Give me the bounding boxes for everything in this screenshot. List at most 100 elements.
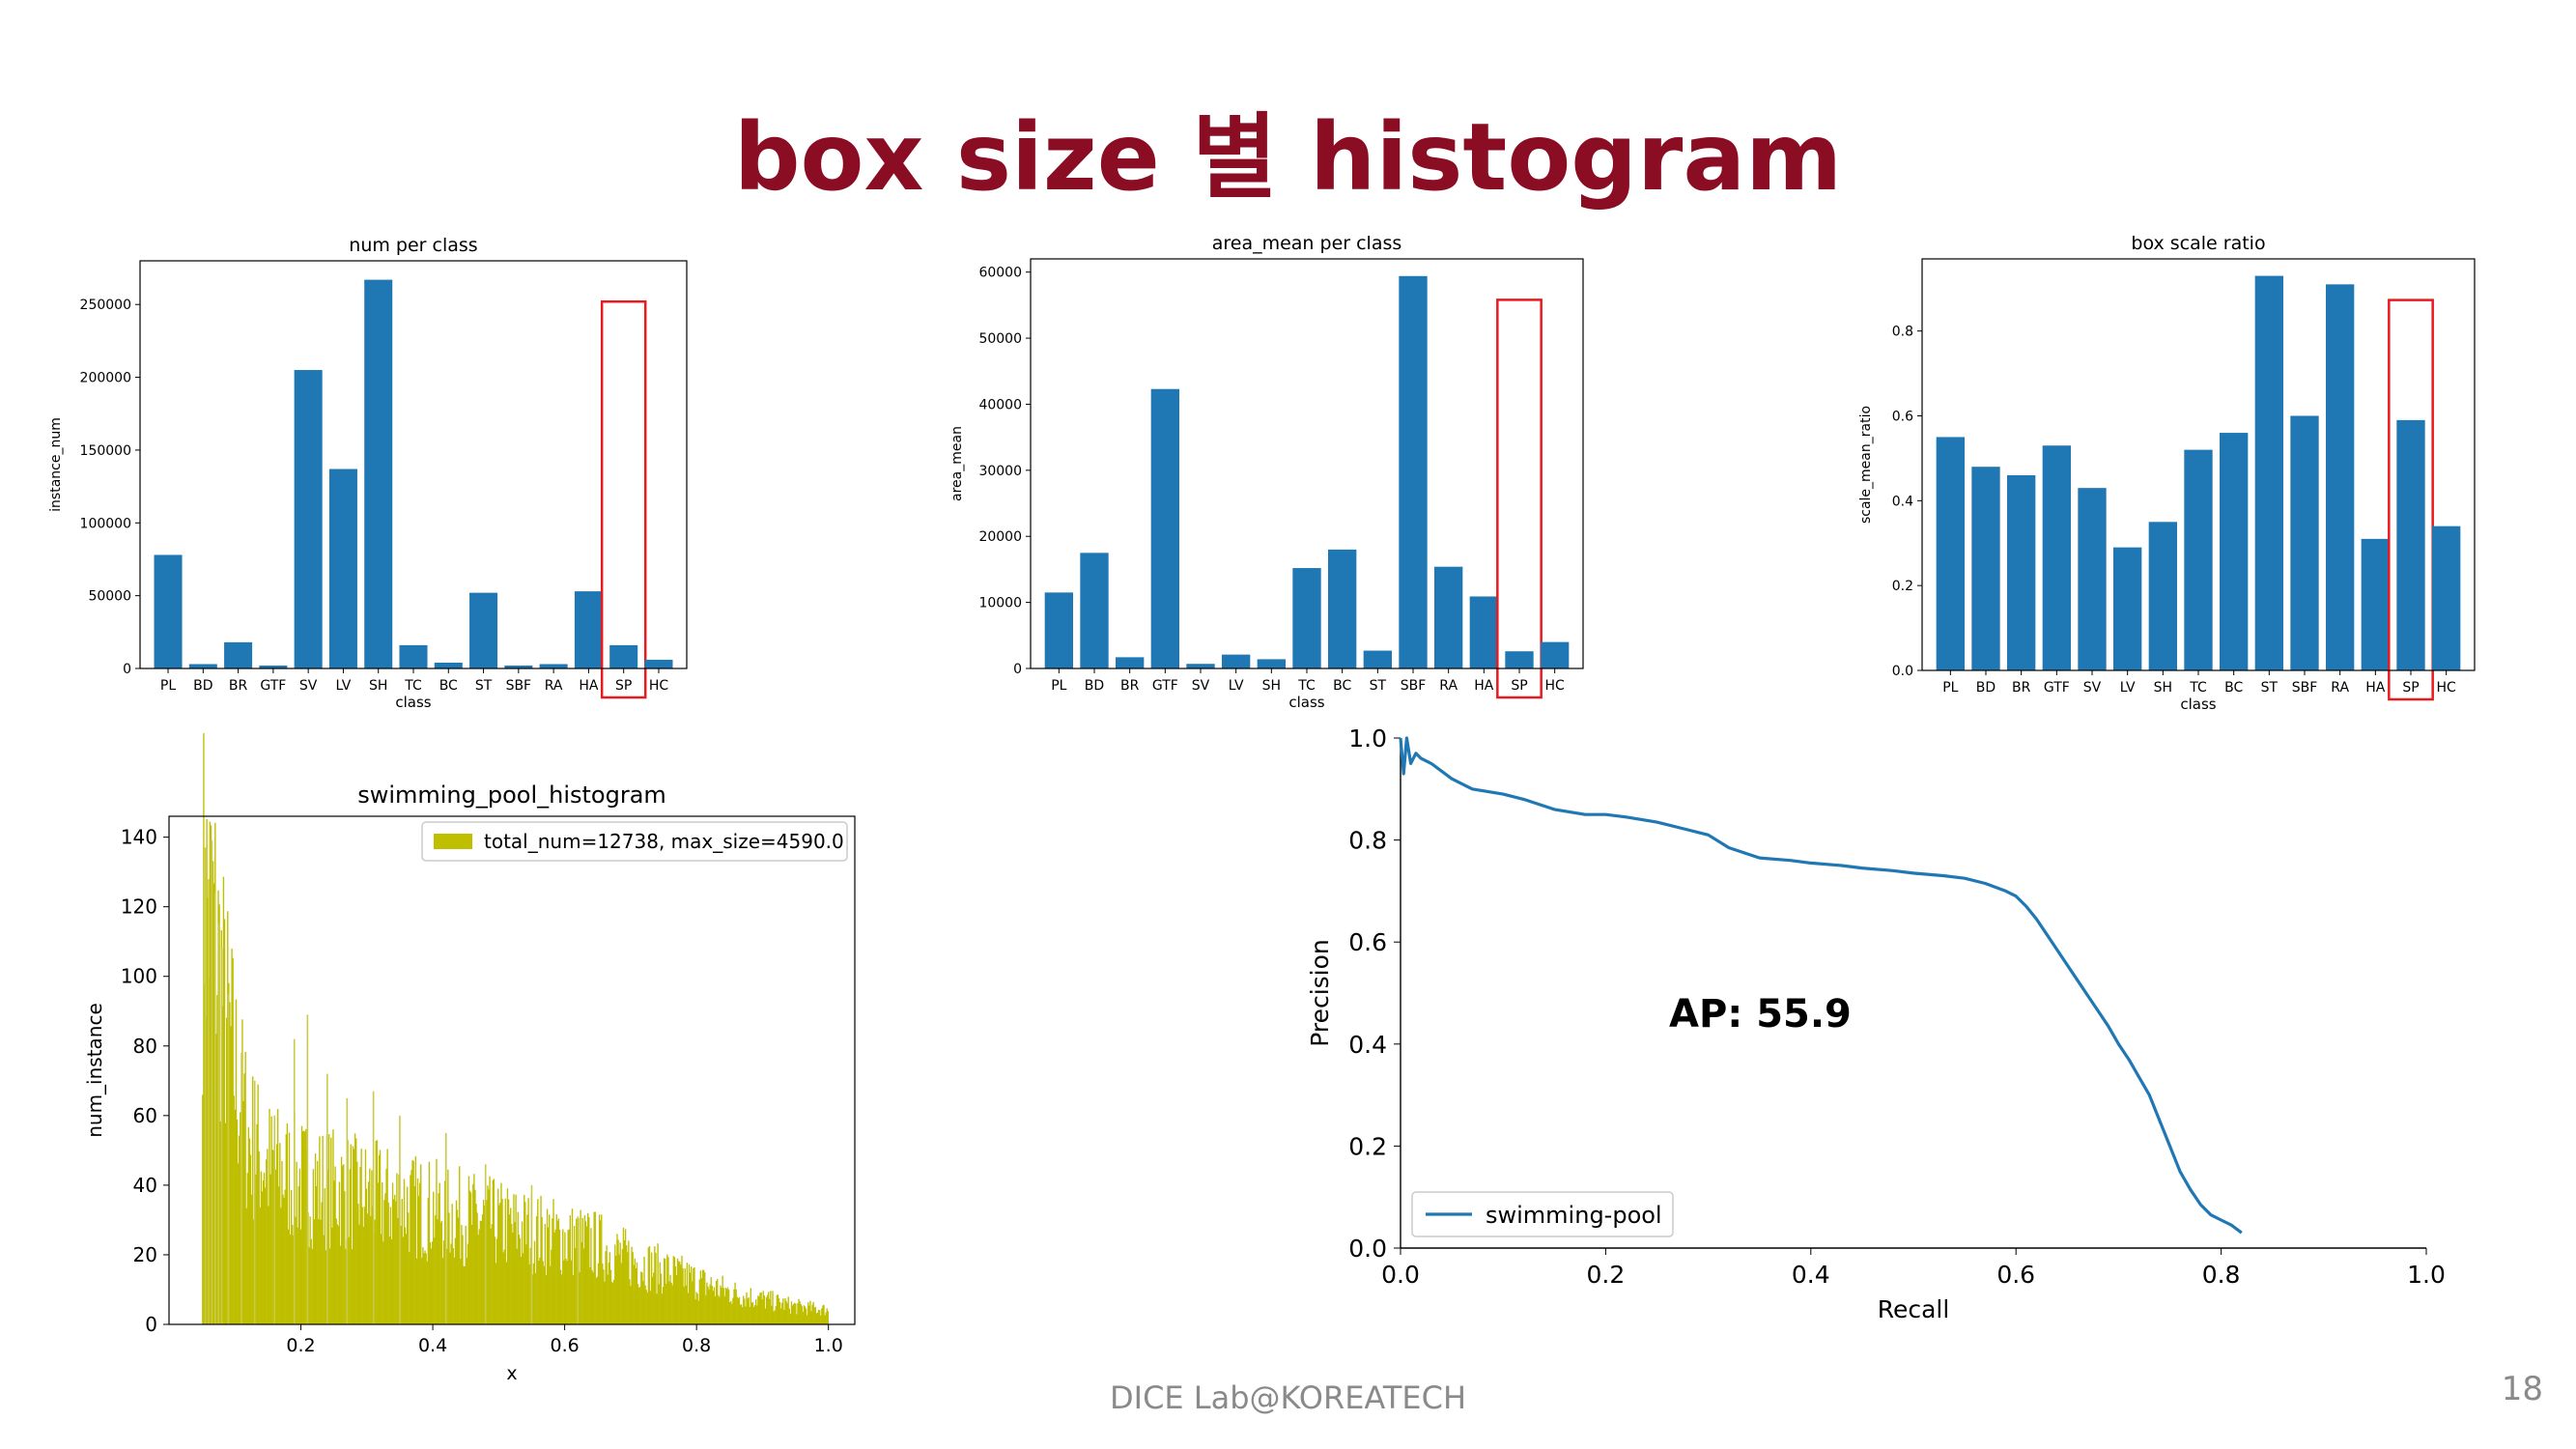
histogram-bar [534, 1272, 537, 1324]
histogram-bar [339, 1245, 342, 1324]
histogram-bar [357, 1204, 359, 1324]
histogram-bar [631, 1246, 633, 1324]
histogram-bar [731, 1303, 733, 1324]
histogram-bar [410, 1170, 412, 1324]
histogram-bar [625, 1244, 628, 1324]
histogram-bar [801, 1306, 803, 1324]
histogram-bar [746, 1292, 748, 1324]
x-tick-label: HC [1545, 678, 1566, 694]
histogram-bar [517, 1211, 519, 1324]
histogram-bar [684, 1268, 686, 1324]
histogram-bar [468, 1190, 471, 1324]
histogram-bar [398, 1174, 400, 1324]
histogram-bar [764, 1308, 767, 1324]
histogram-bar [218, 904, 220, 1324]
histogram-bar [815, 1313, 818, 1324]
histogram-bar [560, 1274, 563, 1324]
bar-st [469, 592, 498, 668]
histogram-bar [634, 1259, 637, 1324]
histogram-bar [370, 1216, 372, 1324]
histogram-bar [816, 1312, 819, 1324]
histogram-bar [475, 1204, 477, 1324]
histogram-bar [219, 1122, 221, 1324]
histogram-bar [724, 1288, 727, 1324]
histogram-bar [783, 1310, 785, 1324]
histogram-bar [514, 1222, 516, 1324]
bar-bd [1971, 467, 2000, 670]
x-tick-label: LV [2120, 680, 2136, 696]
histogram-bar [301, 1131, 304, 1324]
histogram-bar [794, 1302, 796, 1324]
bar-gtf [2042, 445, 2071, 670]
histogram-bar [798, 1298, 800, 1324]
x-tick-label: 0.2 [286, 1335, 315, 1356]
histogram-bar [383, 1200, 385, 1324]
x-tick-label: GTF [2044, 680, 2070, 696]
x-tick-label: SBF [506, 678, 532, 694]
histogram-bar [645, 1290, 647, 1324]
histogram-bar [275, 1144, 278, 1324]
histogram-bar [213, 883, 215, 1324]
bar-tc [1292, 568, 1321, 668]
histogram-bar [725, 1289, 728, 1324]
histogram-bar [478, 1229, 480, 1324]
histogram-bar [695, 1292, 697, 1324]
histogram-bar [289, 1235, 292, 1324]
histogram-bar [673, 1257, 676, 1324]
histogram-bar [402, 1236, 405, 1324]
histogram-bar [212, 861, 214, 1324]
histogram-bar [460, 1259, 462, 1324]
histogram-bar [467, 1176, 470, 1324]
histogram-bar [741, 1307, 744, 1324]
histogram-bar [479, 1220, 482, 1324]
histogram-bar [713, 1287, 716, 1324]
x-tick-label: 0.6 [551, 1335, 580, 1356]
histogram-bar [238, 1135, 241, 1324]
x-tick-label: SP [1511, 678, 1527, 694]
histogram-bar [781, 1302, 783, 1324]
histogram-bar [498, 1205, 500, 1324]
histogram-bar [489, 1176, 491, 1324]
histogram-bar [776, 1294, 778, 1324]
legend: total_num=12738, max_size=4590.0 [421, 821, 848, 862]
bar-lv [2113, 547, 2142, 670]
histogram-bar [334, 1166, 336, 1324]
histogram-bar [787, 1296, 789, 1324]
histogram-bar [720, 1285, 722, 1324]
histogram-bar [474, 1189, 476, 1324]
histogram-bar [497, 1188, 499, 1324]
x-tick-label: HC [2437, 680, 2457, 696]
highlight-box-sp [1496, 298, 1543, 699]
histogram-bar [555, 1214, 557, 1324]
bar-pl [154, 554, 183, 668]
histogram-bar [788, 1308, 790, 1324]
histogram-bar [607, 1274, 609, 1324]
bar-gtf [259, 665, 288, 668]
histogram-bar [736, 1296, 738, 1324]
histogram-bar [668, 1281, 670, 1324]
x-axis-label: class [395, 694, 431, 711]
histogram-bar [472, 1183, 474, 1324]
histogram-bar [450, 1243, 452, 1324]
histogram-bar [786, 1303, 788, 1324]
histogram-bar [810, 1311, 812, 1324]
histogram-bar [259, 1208, 261, 1324]
histogram-bar [248, 1138, 251, 1324]
histogram-bar [258, 1151, 260, 1324]
histogram-bar [522, 1253, 524, 1324]
histogram-bar [503, 1249, 505, 1324]
histogram-bar [551, 1249, 552, 1324]
histogram-bar [691, 1266, 693, 1324]
histogram-bar [699, 1270, 702, 1324]
histogram-bar [773, 1311, 775, 1324]
histogram-bar [621, 1249, 624, 1324]
bar-tc [399, 644, 428, 668]
histogram-bar [751, 1301, 754, 1324]
bar-sbf [2290, 415, 2319, 670]
histogram-bar [240, 1112, 241, 1324]
histogram-bar [633, 1264, 635, 1324]
x-tick-label: 1.0 [2407, 1261, 2446, 1289]
histogram-bar [224, 1122, 227, 1324]
histogram-bar [434, 1237, 436, 1324]
histogram-bar [620, 1263, 622, 1324]
